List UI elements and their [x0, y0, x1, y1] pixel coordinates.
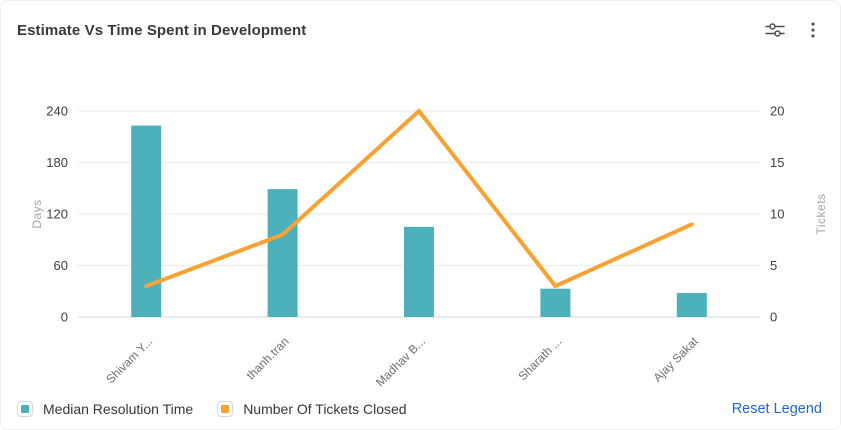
legend-marker-median: [17, 401, 33, 417]
right-axis-tick: 5: [770, 258, 777, 273]
right-axis-tick: 0: [770, 310, 777, 325]
chart-title: Estimate Vs Time Spent in Development: [17, 22, 307, 39]
chart-menu-button[interactable]: [798, 15, 828, 45]
filter-sliders-icon: [765, 23, 785, 37]
bar[interactable]: [676, 292, 707, 317]
chart-settings-button[interactable]: [760, 15, 790, 45]
left-axis-tick: 120: [46, 207, 68, 222]
chart-header-actions: [760, 15, 828, 45]
kebab-menu-icon: [811, 22, 815, 38]
x-axis-label: thanh.tran: [244, 334, 292, 382]
legend-marker-tickets: [217, 401, 234, 417]
legend-swatch-orange: [221, 405, 230, 413]
left-axis-tick: 240: [46, 104, 68, 119]
left-axis-title: Days: [30, 199, 44, 228]
legend-item-median-resolution-time[interactable]: Median Resolution Time: [17, 401, 193, 417]
bar[interactable]: [404, 226, 434, 317]
chart-legend: Median Resolution Time Number Of Tickets…: [17, 401, 822, 417]
left-axis-tick: 180: [46, 155, 68, 170]
x-axis-label: Madhav B...: [373, 334, 428, 389]
right-axis-tick: 20: [770, 104, 784, 119]
chart-plot-area: 0 60 120 180 240 0 5 10 15 20 Days Tickets Shivam Y.…: [30, 104, 828, 390]
bar[interactable]: [540, 288, 571, 317]
x-axis-label: Ajay Sakat: [650, 334, 701, 385]
reset-legend-link[interactable]: Reset Legend: [731, 401, 822, 417]
right-axis-title: Tickets: [814, 193, 828, 234]
line-series[interactable]: [144, 109, 694, 289]
bar[interactable]: [131, 125, 162, 317]
x-axis-label: Sharath ...: [515, 334, 564, 383]
x-axis-label: Shivam Y...: [103, 334, 155, 386]
bar[interactable]: [267, 189, 298, 317]
legend-label: Number Of Tickets Closed: [243, 401, 407, 417]
right-axis-tick: 10: [770, 207, 784, 222]
left-axis-tick: 60: [54, 258, 68, 273]
legend-item-tickets-closed[interactable]: Number Of Tickets Closed: [217, 401, 407, 417]
left-axis-tick: 0: [61, 310, 68, 325]
legend-label: Median Resolution Time: [43, 401, 194, 417]
right-axis-tick: 15: [770, 155, 784, 170]
legend-swatch-teal: [21, 405, 29, 413]
